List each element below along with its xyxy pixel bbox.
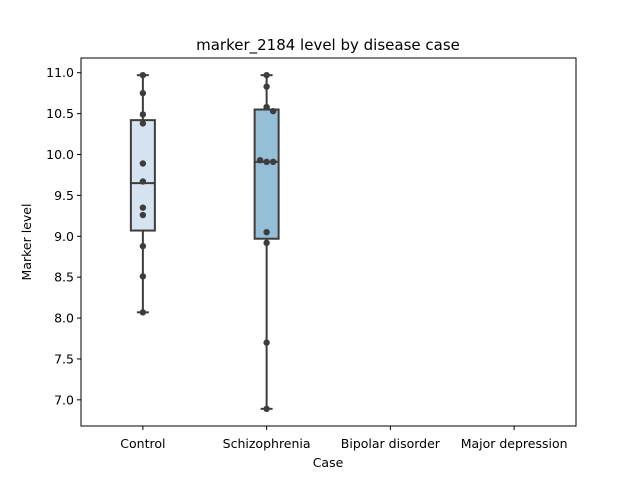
y-axis-label: Marker level	[19, 204, 34, 281]
data-point	[263, 71, 270, 79]
data-point	[263, 103, 270, 111]
y-tick-label: 11.0	[46, 65, 74, 80]
y-tick-label: 7.0	[54, 392, 74, 407]
data-point	[263, 83, 270, 90]
x-tick-label: Control	[120, 436, 165, 451]
data-point	[263, 239, 270, 247]
data-point	[139, 120, 147, 127]
data-point	[139, 204, 147, 211]
data-point	[263, 339, 270, 346]
data-point	[256, 157, 264, 164]
axes-frame	[80, 57, 577, 427]
data-point	[263, 405, 270, 413]
x-axis-label: Case	[313, 455, 344, 470]
data-point	[263, 158, 270, 166]
data-point	[139, 89, 147, 97]
data-point	[263, 228, 270, 236]
x-axis: Control Schizophrenia Bipolar disorder Majo…	[120, 426, 568, 451]
data-point	[139, 273, 147, 280]
y-tick-label: 8.0	[54, 311, 74, 326]
points-control	[139, 71, 147, 316]
data-point	[139, 309, 147, 316]
y-tick-label: 10.5	[46, 106, 74, 121]
y-tick-label: 7.5	[54, 351, 74, 366]
data-point	[139, 211, 147, 219]
data-point	[269, 107, 277, 115]
y-axis: 7.0 7.5 8.0 8.5 9.0 9.5 10.0 10.5 11.0	[46, 65, 81, 407]
y-tick-label: 8.5	[54, 270, 74, 285]
box-iqr	[253, 108, 280, 240]
chart-title: marker_2184 level by disease case	[196, 36, 460, 55]
data-point	[269, 158, 277, 166]
y-tick-label: 9.5	[54, 188, 74, 203]
y-tick-label: 10.0	[46, 147, 74, 162]
data-point	[139, 71, 147, 79]
x-tick-label: Bipolar disorder	[341, 436, 441, 451]
data-point	[139, 178, 147, 185]
data-point	[139, 111, 147, 118]
plot-area	[129, 71, 280, 413]
box-schizophrenia	[253, 74, 280, 410]
data-point	[139, 242, 147, 250]
x-tick-label: Major depression	[461, 436, 568, 451]
y-tick-label: 9.0	[54, 229, 74, 244]
points-schizophrenia	[256, 71, 277, 413]
x-tick-label: Schizophrenia	[223, 436, 311, 451]
data-point	[139, 160, 147, 167]
